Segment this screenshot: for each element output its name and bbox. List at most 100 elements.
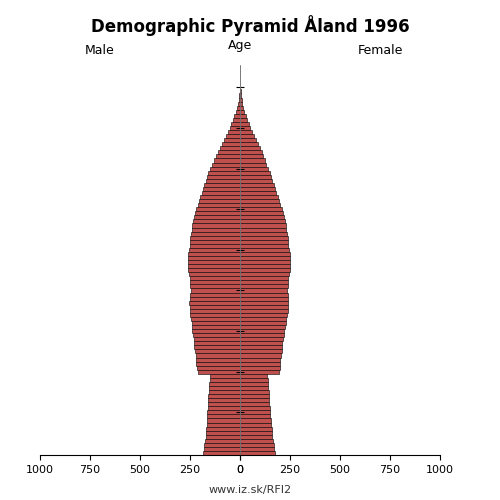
Bar <box>240 292 288 296</box>
Bar <box>208 398 240 402</box>
Bar <box>240 166 268 170</box>
Bar <box>240 122 249 126</box>
Bar <box>220 146 240 150</box>
Bar <box>240 317 286 321</box>
Bar <box>240 102 242 105</box>
Bar <box>240 220 285 224</box>
Bar <box>240 174 271 179</box>
Bar <box>205 439 240 443</box>
Bar <box>203 187 240 191</box>
Bar <box>240 224 286 228</box>
Bar <box>240 362 280 366</box>
Bar <box>194 341 240 345</box>
Bar <box>240 418 271 422</box>
Bar <box>206 430 240 434</box>
Bar <box>240 434 272 439</box>
Bar <box>234 114 240 118</box>
Bar <box>240 398 269 402</box>
Bar <box>240 439 273 443</box>
Bar <box>206 426 240 430</box>
Bar <box>190 240 240 244</box>
Bar <box>240 146 260 150</box>
Bar <box>198 370 240 374</box>
Bar <box>240 354 281 358</box>
Bar <box>199 199 240 203</box>
Bar <box>240 414 270 418</box>
Bar <box>240 410 270 414</box>
Bar <box>190 308 240 313</box>
Bar <box>240 98 242 102</box>
Bar <box>240 187 275 191</box>
Bar <box>240 203 281 207</box>
Bar <box>240 374 267 378</box>
Bar <box>218 150 240 154</box>
Bar <box>240 106 243 110</box>
Bar <box>190 304 240 308</box>
Bar <box>226 134 240 138</box>
Bar <box>240 150 262 154</box>
Bar <box>212 162 240 166</box>
Bar <box>192 321 240 325</box>
Bar <box>240 443 274 447</box>
Bar <box>238 98 240 102</box>
Bar <box>240 268 290 272</box>
Bar <box>240 288 287 292</box>
Bar <box>210 374 240 378</box>
Bar <box>216 154 240 158</box>
Bar <box>237 106 240 110</box>
Bar <box>193 220 240 224</box>
Bar <box>240 358 281 362</box>
Bar <box>240 195 278 199</box>
Bar <box>192 228 240 232</box>
Bar <box>240 191 277 195</box>
Bar <box>240 154 263 158</box>
Bar <box>208 394 240 398</box>
Bar <box>240 170 270 174</box>
Bar <box>240 296 288 300</box>
Text: Female: Female <box>358 44 403 57</box>
Bar <box>240 110 244 114</box>
Bar <box>240 199 279 203</box>
Bar <box>208 170 240 174</box>
Bar <box>240 272 289 276</box>
Bar <box>191 288 240 292</box>
Bar <box>240 179 272 183</box>
Bar <box>240 244 288 248</box>
Bar <box>190 236 240 240</box>
Bar <box>189 272 240 276</box>
Bar <box>190 292 240 296</box>
Bar <box>224 138 240 142</box>
Bar <box>240 207 282 211</box>
Bar <box>240 130 252 134</box>
Bar <box>210 166 240 170</box>
Bar <box>190 313 240 317</box>
Bar <box>240 337 283 341</box>
Bar <box>203 451 240 455</box>
Bar <box>196 362 240 366</box>
Bar <box>240 260 290 264</box>
Bar <box>188 256 240 260</box>
Bar <box>240 378 268 382</box>
Bar <box>209 386 240 390</box>
Bar <box>240 142 258 146</box>
Bar <box>240 370 279 374</box>
Bar <box>208 402 240 406</box>
Bar <box>195 350 240 354</box>
Bar <box>240 183 274 187</box>
Bar <box>197 366 240 370</box>
Bar <box>240 240 288 244</box>
Bar <box>240 114 246 118</box>
Bar <box>240 252 290 256</box>
Bar <box>240 264 290 268</box>
Bar <box>190 284 240 288</box>
Bar <box>192 325 240 329</box>
Bar <box>240 426 272 430</box>
Bar <box>240 366 280 370</box>
Text: www.iz.sk/RFI2: www.iz.sk/RFI2 <box>208 485 292 495</box>
Bar <box>209 390 240 394</box>
Bar <box>240 228 286 232</box>
Text: Male: Male <box>85 44 115 57</box>
Bar <box>240 256 290 260</box>
Bar <box>240 118 247 122</box>
Bar <box>240 300 288 304</box>
